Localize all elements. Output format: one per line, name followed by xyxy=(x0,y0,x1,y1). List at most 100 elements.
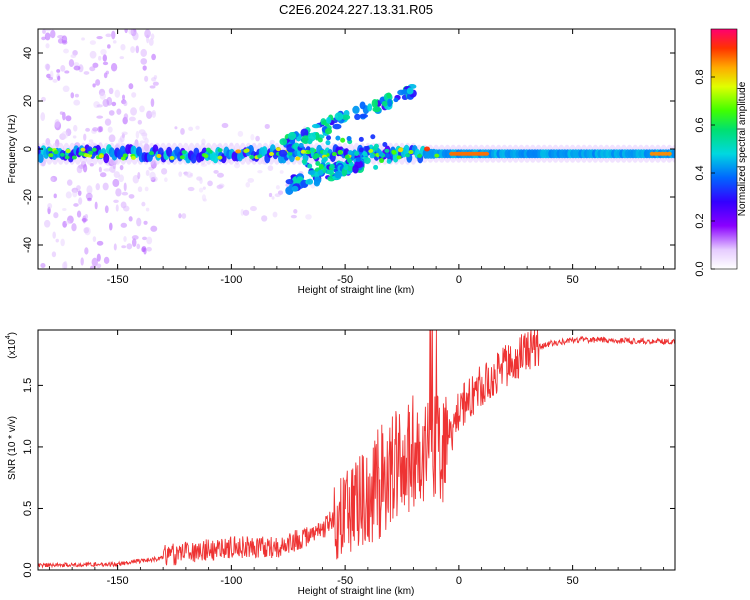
spectrogram-cell xyxy=(76,185,81,191)
spectrogram-cell xyxy=(235,149,242,154)
spectrogram-cell xyxy=(108,110,115,116)
spectrogram-cell xyxy=(52,231,56,239)
spectrogram-cell xyxy=(48,153,54,158)
spectrogram-cell xyxy=(245,182,251,188)
spectrogram-cell xyxy=(324,127,333,135)
spectrogram-cell xyxy=(151,77,157,82)
spectrogram-cell xyxy=(136,217,142,227)
snr-xlabel: Height of straight line (km) xyxy=(298,586,415,597)
spectrogram-cell xyxy=(114,89,121,98)
spectrogram-cell xyxy=(76,165,83,174)
spectrogram-cell xyxy=(268,192,273,198)
spectrogram-cell xyxy=(274,193,281,198)
spectrogram-cell xyxy=(341,114,351,121)
spectrogram-cell xyxy=(96,115,104,119)
spectrogram-cell xyxy=(103,168,111,172)
spectrogram-xtick-label: -150 xyxy=(107,274,129,286)
spectrogram-cell xyxy=(335,135,341,141)
spectrogram-cell xyxy=(268,151,274,156)
spectrogram-cell xyxy=(181,213,187,219)
spectrogram-cell xyxy=(359,113,368,119)
spectrogram-cell xyxy=(169,156,175,161)
spectrogram-cell xyxy=(332,123,342,130)
spectrogram-cell xyxy=(247,177,255,183)
spectrogram-cell xyxy=(60,238,65,247)
snr-frame xyxy=(37,329,676,571)
spectrogram-cell xyxy=(113,199,119,203)
spectrogram-cell xyxy=(291,185,299,192)
spectrogram-cell xyxy=(307,170,317,176)
spectrogram-cell xyxy=(161,167,168,175)
spectrogram-cell xyxy=(120,156,126,161)
spectrogram-cell xyxy=(73,65,81,71)
snr-series-line xyxy=(38,330,675,569)
spectrogram-cell xyxy=(354,151,360,157)
spectrogram-cell xyxy=(60,65,66,72)
spectrogram-cell xyxy=(130,46,135,54)
spectrogram-cell xyxy=(201,194,207,202)
spectrogram-cell xyxy=(143,220,148,225)
spectrogram-cell xyxy=(287,151,293,156)
spectrogram-cell xyxy=(73,203,79,207)
spectrogram-cell xyxy=(275,147,281,152)
spectrogram-cell xyxy=(109,222,113,231)
spectrogram-cell xyxy=(62,85,70,93)
spectrogram-cell xyxy=(84,247,89,255)
spectrogram-cell xyxy=(95,79,101,86)
spectrogram-ylabel: Frequency (Hz) xyxy=(7,115,18,184)
spectrogram-cell xyxy=(65,149,71,154)
colorbar-tick-label: 0.6 xyxy=(694,117,706,132)
spectrogram-cell xyxy=(76,210,82,218)
spectrogram-cell xyxy=(99,172,107,178)
snr-ytick-label: 0.0 xyxy=(22,562,34,577)
spectrogram-cell xyxy=(144,186,149,192)
spectrogram-cell xyxy=(95,183,100,191)
spectrogram-cell xyxy=(187,186,195,192)
spectrogram-cell xyxy=(73,99,81,106)
spectrogram-cell xyxy=(337,149,343,155)
spectrogram-cell xyxy=(372,106,381,113)
spectrogram-cell xyxy=(178,213,182,219)
spectrogram-cell xyxy=(139,140,145,144)
spectrogram-panel: -150 -100 -50 0 50 -40 -20 0 20 40 Height of stra… xyxy=(7,28,676,296)
spectrogram-ytick-label: 0 xyxy=(22,146,34,152)
spectrogram-cell xyxy=(216,184,224,189)
spectrogram-cell xyxy=(371,98,378,108)
spectrogram-cell xyxy=(123,100,128,107)
spectrogram-ytick-label: 20 xyxy=(22,95,34,107)
spectrogram-cell xyxy=(347,150,353,156)
spectrogram-cell xyxy=(334,112,344,121)
spectrogram-cell xyxy=(45,43,50,49)
spectrogram-cell xyxy=(347,157,353,163)
spectrogram-cell xyxy=(131,238,137,247)
spectrogram-cell xyxy=(61,131,69,139)
spectrogram-cell xyxy=(359,101,366,110)
spectrogram-cell xyxy=(144,75,149,82)
spectrogram-cell xyxy=(103,256,110,264)
spectrogram-cell xyxy=(306,178,314,185)
spectrogram-cell xyxy=(96,240,104,246)
colorbar: 0.0 0.2 0.4 0.6 0.8 Normalized spectral ampl… xyxy=(694,28,748,277)
spectrogram-cell xyxy=(50,29,56,39)
spectrogram-cell xyxy=(243,148,249,153)
spectrogram-cell xyxy=(174,126,178,130)
spectrogram-cell xyxy=(91,147,97,152)
spectrogram-cell xyxy=(346,136,352,142)
spectrogram-cell xyxy=(408,150,414,155)
spectrogram-cell xyxy=(104,205,109,214)
snr-xtick-label: -50 xyxy=(337,575,353,587)
spectrogram-cell xyxy=(149,85,156,89)
spectrogram-cell xyxy=(199,177,203,185)
spectrogram-cell xyxy=(65,220,71,225)
spectrogram-cell xyxy=(89,50,97,59)
spectrogram-cell xyxy=(56,69,61,73)
spectrogram-cell xyxy=(307,139,313,145)
spectrogram-xtick-label: 0 xyxy=(456,274,462,286)
spectrogram-cell xyxy=(80,147,86,152)
spectrogram-cell xyxy=(85,192,93,200)
spectrogram-cell xyxy=(150,98,155,107)
spectrogram-cell xyxy=(113,171,120,179)
spectrogram-cell xyxy=(150,33,155,40)
snr-xtick-label: -100 xyxy=(220,575,242,587)
spectrogram-cell xyxy=(188,126,194,131)
